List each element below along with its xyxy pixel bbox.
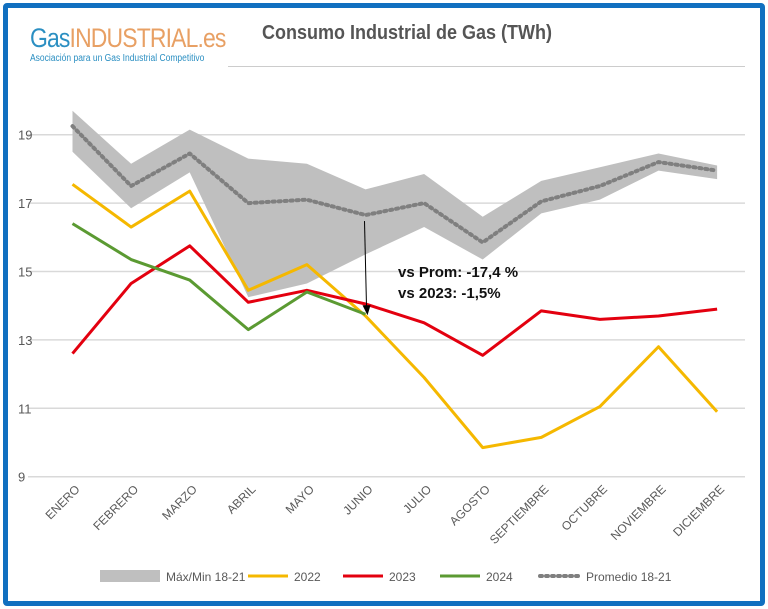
logo: GasINDUSTRIAL.es Asociación para un Gas … [30, 24, 260, 64]
x-tick-label: SEPTIEMBRE [487, 482, 552, 547]
chart-frame [3, 3, 765, 606]
x-tick-label: OCTUBRE [559, 482, 610, 533]
arrow-head-icon [362, 305, 371, 316]
y-tick-label: 17 [18, 196, 32, 211]
logo-tagline: Asociación para un Gas Industrial Compet… [30, 53, 205, 64]
logo-gas: Gas [30, 23, 70, 53]
logo-industrial: INDUSTRIAL.es [69, 23, 227, 53]
legend-label: Promedio 18-21 [586, 570, 672, 584]
x-tick-label: AGOSTO [447, 482, 493, 528]
x-tick-label: JUNIO [340, 482, 375, 517]
annotation-arrow [364, 221, 367, 307]
y-tick-label: 19 [18, 128, 32, 143]
y-tick-label: 11 [18, 401, 32, 416]
chart-title: Consumo Industrial de Gas (TWh) [262, 22, 553, 44]
series-line-2023 [71, 244, 718, 357]
y-tick-label: 13 [18, 333, 32, 348]
title-rule [228, 66, 745, 67]
legend-label: Máx/Min 18-21 [166, 570, 246, 584]
series-line-2024 [71, 222, 367, 332]
series-line-2022 [71, 183, 719, 450]
x-tick-label: FEBRERO [90, 482, 141, 533]
x-tick-label: ABRIL [224, 482, 259, 517]
y-tick-label: 9 [18, 470, 25, 485]
legend-label: 2024 [486, 570, 513, 584]
y-tick-label: 15 [18, 265, 32, 280]
x-tick-label: NOVIEMBRE [608, 482, 669, 543]
x-tick-label: ENERO [43, 482, 83, 522]
x-tick-label: JULIO [400, 482, 434, 516]
legend-swatch-band [100, 570, 160, 582]
x-tick-label: MAYO [283, 482, 317, 516]
x-tick-label: MARZO [159, 482, 200, 523]
annotation-text: vs Prom: -17,4 % [398, 264, 518, 281]
series-line-promedio-18-21 [70, 124, 720, 245]
annotation-text: vs 2023: -1,5% [398, 285, 501, 302]
legend-label: 2023 [389, 570, 416, 584]
band-max-min [72, 110, 718, 298]
legend-label: 2022 [294, 570, 321, 584]
x-tick-label: DICIEMBRE [670, 482, 727, 539]
